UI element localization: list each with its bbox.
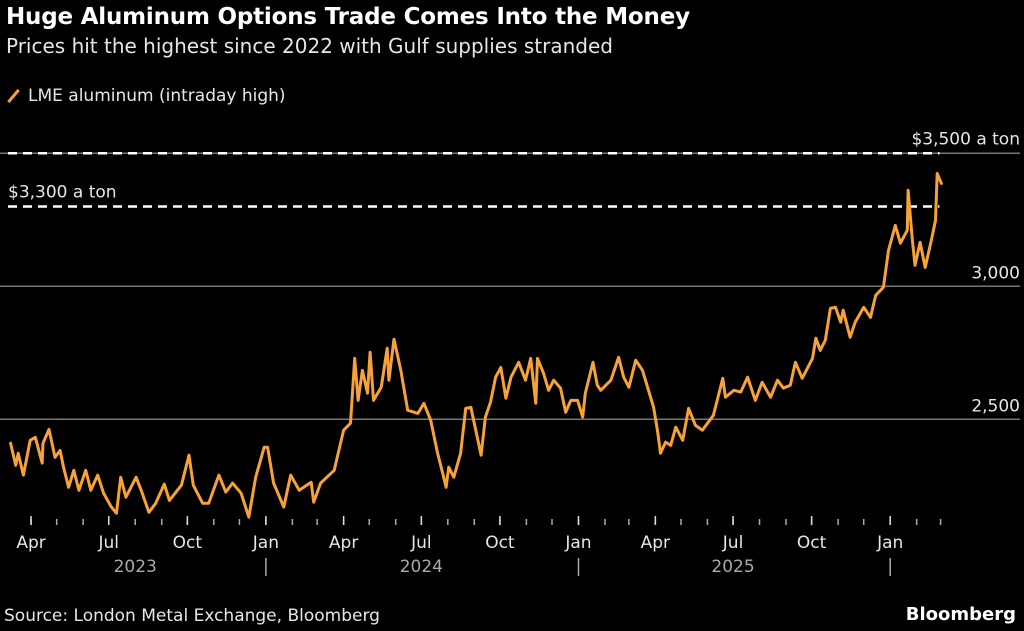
x-tick-label: Jan bbox=[252, 533, 279, 553]
x-tick-label: Oct bbox=[485, 533, 515, 553]
x-tick-label: Oct bbox=[173, 533, 203, 553]
legend: LME aluminum (intraday high) bbox=[6, 86, 286, 106]
x-tick-label: Apr bbox=[329, 533, 358, 553]
x-tick-label: Jul bbox=[98, 533, 120, 553]
x-tick-label: Oct bbox=[797, 533, 827, 553]
year-label: 2023 bbox=[114, 557, 157, 577]
x-tick-label: Jul bbox=[410, 533, 432, 553]
chart-subtitle: Prices hit the highest since 2022 with G… bbox=[6, 34, 613, 58]
year-label: 2024 bbox=[400, 557, 443, 577]
y-tick-label: 2,500 bbox=[971, 396, 1020, 416]
x-tick-label: Jan bbox=[876, 533, 903, 553]
series-line-lme-aluminum bbox=[9, 172, 943, 519]
chart-title: Huge Aluminum Options Trade Comes Into t… bbox=[6, 4, 690, 30]
x-tick-label: Apr bbox=[641, 533, 670, 553]
x-tick-label: Apr bbox=[16, 533, 45, 553]
source-note: Source: London Metal Exchange, Bloomberg bbox=[4, 606, 380, 626]
reference-label: $3,500 a ton bbox=[911, 129, 1020, 149]
y-tick-label: 3,000 bbox=[971, 263, 1020, 283]
x-tick-label: Jul bbox=[722, 533, 744, 553]
x-tick-label: Jan bbox=[564, 533, 591, 553]
legend-label: LME aluminum (intraday high) bbox=[28, 86, 286, 106]
reference-label: $3,300 a ton bbox=[8, 182, 117, 202]
bloomberg-logo: Bloomberg bbox=[905, 604, 1016, 625]
year-label: 2025 bbox=[711, 557, 754, 577]
